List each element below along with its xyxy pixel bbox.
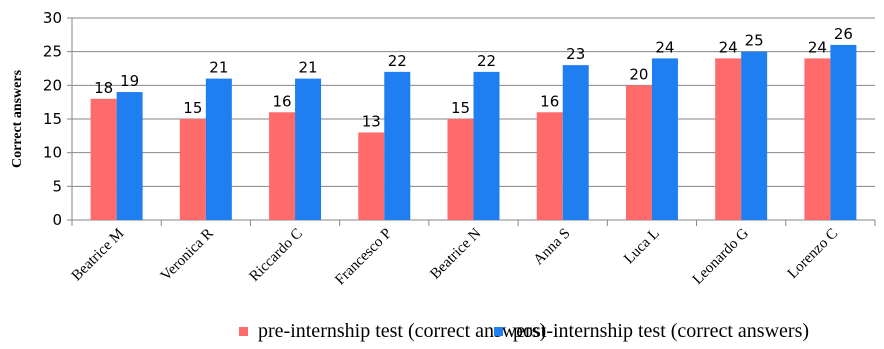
x-category-label: Luca L	[621, 226, 663, 268]
bar-chart: 0 5 10 15 20 25 30 18 19 15 21 16 21 13 22 15 22 16 23 20 2…	[10, 9, 876, 288]
legend-swatch-pre	[239, 327, 248, 336]
bar-pre	[536, 112, 563, 220]
data-label: 24	[719, 38, 738, 56]
bar-pre	[179, 119, 206, 220]
y-axis-ticks: 0 5 10 15 20 25 30	[43, 9, 62, 229]
legend-label-post: post-internship test (correct answers)	[513, 320, 810, 342]
x-category-label: Anna S	[531, 226, 574, 269]
data-label: 24	[808, 38, 827, 56]
data-label: 22	[388, 52, 407, 70]
data-label: 21	[299, 59, 318, 77]
x-category-label: Riccardo C	[247, 226, 306, 285]
bar-pre	[715, 58, 742, 221]
bar-post	[562, 65, 589, 220]
bar-pre	[625, 85, 652, 220]
data-label: 20	[629, 65, 648, 83]
bar-post	[651, 58, 678, 221]
x-category-label: Lorenzo C	[785, 226, 841, 282]
bar-post	[295, 78, 322, 220]
bar-post	[384, 71, 411, 220]
legend-item-pre: pre-internship test (correct answers)	[239, 320, 546, 343]
legend: pre-internship test (correct answers) po…	[0, 320, 884, 348]
x-category-label: Veronica R	[158, 226, 217, 285]
bar-post	[205, 78, 232, 220]
y-tick-label: 30	[43, 9, 62, 27]
bar-pre	[358, 132, 385, 220]
x-category-label: Beatrice M	[69, 226, 128, 285]
data-labels: 18 19 15 21 16 21 13 22 15 22 16 23 20 24 24 25 24 26	[94, 25, 853, 131]
bar-pre	[447, 119, 474, 220]
data-label: 18	[94, 79, 113, 97]
data-label: 22	[477, 52, 496, 70]
data-label: 24	[655, 38, 674, 56]
y-tick-label: 20	[43, 76, 62, 94]
y-tick-label: 5	[52, 177, 62, 195]
data-label: 13	[362, 112, 381, 130]
data-label: 25	[745, 32, 764, 50]
x-axis-categories: Beatrice M Veronica R Riccardo C Francesco …	[69, 225, 842, 288]
bar-post	[741, 51, 768, 220]
data-label: 26	[834, 25, 853, 43]
x-category-label: Beatrice N	[427, 225, 484, 282]
data-label: 21	[209, 59, 228, 77]
data-label: 15	[183, 99, 202, 117]
legend-swatch-post	[494, 327, 503, 336]
data-label: 23	[566, 45, 585, 63]
bar-post	[473, 71, 500, 220]
y-tick-label: 15	[43, 110, 62, 128]
y-tick-label: 0	[52, 211, 62, 229]
bar-post	[116, 92, 143, 220]
bar-post	[830, 44, 857, 220]
legend-item-post: post-internship test (correct answers)	[494, 320, 809, 343]
data-label: 19	[120, 72, 139, 90]
y-tick-label: 25	[43, 43, 62, 61]
legend-label-pre: pre-internship test (correct answers)	[258, 320, 547, 342]
bar-pre	[269, 112, 296, 220]
bar-pre	[804, 58, 831, 221]
y-axis-label: Correct answers	[10, 69, 25, 168]
bar-pre	[90, 98, 117, 220]
data-label: 16	[540, 92, 559, 110]
bars	[90, 44, 857, 221]
x-category-label: Leonardo G	[690, 225, 752, 287]
y-tick-label: 10	[43, 144, 62, 162]
data-label: 16	[273, 92, 292, 110]
x-category-label: Francesco P	[332, 226, 395, 289]
data-label: 15	[451, 99, 470, 117]
